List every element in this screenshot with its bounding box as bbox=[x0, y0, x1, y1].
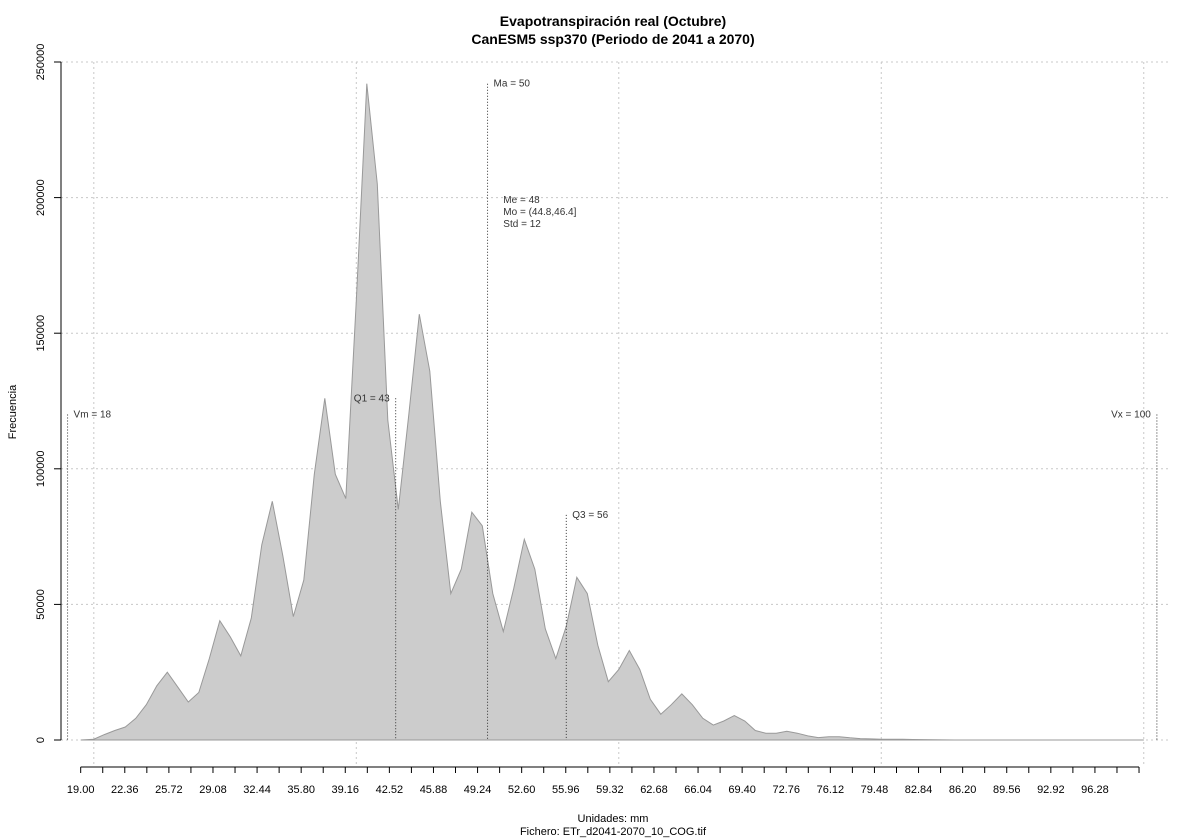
reference-label: Vx = 100 bbox=[1111, 410, 1151, 421]
x-tick-label: 79.48 bbox=[861, 784, 889, 796]
x-tick-label: 89.56 bbox=[993, 784, 1021, 796]
x-tick-label: 72.76 bbox=[772, 784, 800, 796]
x-tick-label: 35.80 bbox=[287, 784, 315, 796]
x-tick-label: 45.88 bbox=[420, 784, 448, 796]
x-tick-label: 76.12 bbox=[817, 784, 845, 796]
x-tick-label: 49.24 bbox=[464, 784, 492, 796]
y-axis-label: Frecuencia bbox=[7, 384, 19, 439]
x-tick-label: 59.32 bbox=[596, 784, 624, 796]
y-axis: 0 50000 100000 150000 200000 250000 bbox=[35, 44, 62, 743]
x-tick-label: 22.36 bbox=[111, 784, 139, 796]
x-tick-label: 69.40 bbox=[728, 784, 756, 796]
source-file: Fichero: ETr_d2041-2070_10_COG.tif bbox=[520, 826, 707, 838]
x-tick-label: 62.68 bbox=[640, 784, 668, 796]
x-tick-label: 39.16 bbox=[332, 784, 360, 796]
x-tick-label: 86.20 bbox=[949, 784, 977, 796]
frequency-area bbox=[80, 83, 1144, 741]
x-tick-label: 66.04 bbox=[684, 784, 712, 796]
area-layer bbox=[80, 83, 1144, 741]
x-tick-label: 92.92 bbox=[1037, 784, 1065, 796]
y-tick-label: 250000 bbox=[35, 44, 47, 81]
x-tick-label: 19.00 bbox=[67, 784, 95, 796]
y-tick-label: 200000 bbox=[35, 179, 47, 216]
reference-label: Vm = 18 bbox=[74, 410, 112, 421]
reference-label: Q1 = 43 bbox=[354, 393, 390, 404]
chart-subtitle: CanESM5 ssp370 (Periodo de 2041 a 2070) bbox=[471, 31, 754, 47]
stats-line: Me = 48 bbox=[503, 195, 540, 206]
stats-line: Mo = (44.8,46.4] bbox=[503, 207, 576, 218]
y-tick-label: 100000 bbox=[35, 450, 47, 487]
x-tick-label: 55.96 bbox=[552, 784, 580, 796]
chart-title: Evapotranspiración real (Octubre) bbox=[500, 13, 726, 29]
x-axis-label: Unidades: mm bbox=[578, 813, 649, 825]
x-tick-label: 82.84 bbox=[905, 784, 933, 796]
x-tick-label: 42.52 bbox=[376, 784, 404, 796]
reference-label: Q3 = 56 bbox=[572, 510, 608, 521]
reference-label: Ma = 50 bbox=[494, 79, 531, 90]
x-tick-label: 52.60 bbox=[508, 784, 536, 796]
x-tick-label: 96.28 bbox=[1081, 784, 1109, 796]
y-tick-label: 50000 bbox=[35, 589, 47, 620]
x-tick-label: 29.08 bbox=[199, 784, 227, 796]
x-tick-label: 25.72 bbox=[155, 784, 183, 796]
stats-line: Std = 12 bbox=[503, 219, 541, 230]
x-axis: 19.00 22.36 25.72 29.08 32.44 35.80 39.16 42.52… bbox=[67, 766, 1140, 796]
x-tick-label: 32.44 bbox=[243, 784, 271, 796]
y-tick-label: 0 bbox=[35, 737, 47, 743]
reference-lines: Vm = 18 Q1 = 43 Ma = 50 Q3 = 56 Vx = 100 bbox=[67, 79, 1158, 740]
y-tick-label: 150000 bbox=[35, 315, 47, 352]
